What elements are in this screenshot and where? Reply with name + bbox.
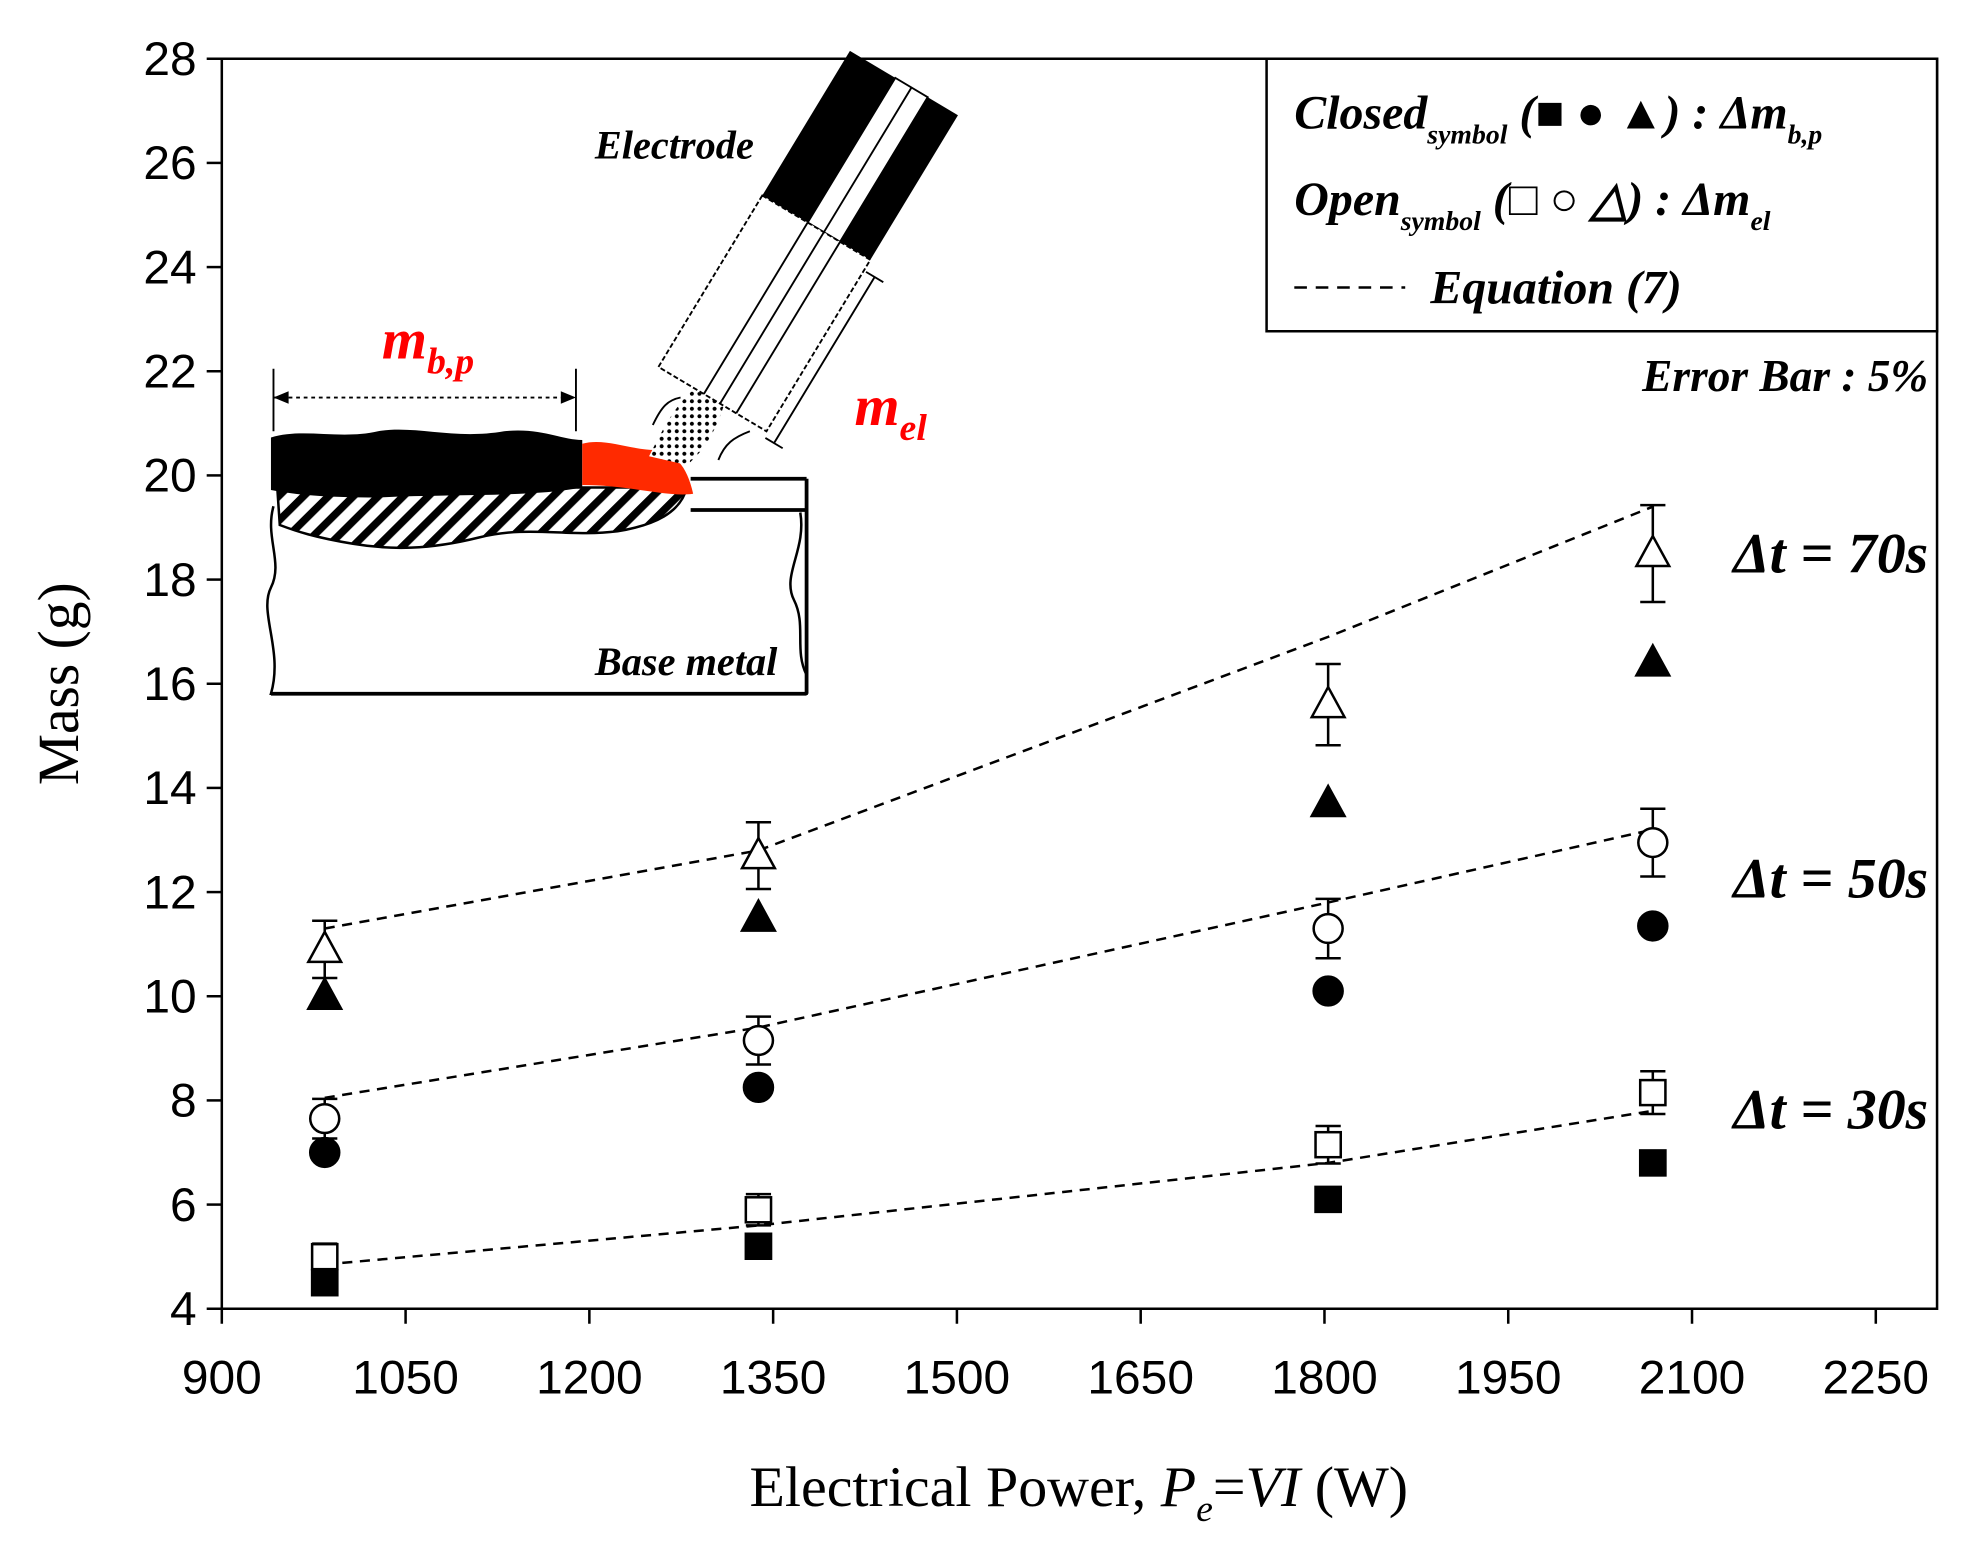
marker	[1314, 1185, 1343, 1214]
equation-line	[324, 1109, 1654, 1266]
annotation: Error Bar : 5%	[1641, 351, 1928, 401]
marker	[739, 898, 777, 932]
y-tick-label: 22	[143, 346, 196, 399]
x-tick-label: 1650	[1087, 1352, 1194, 1405]
legend-entry: Closedsymbol (■ ● ▲) : Δmb,p	[1294, 88, 1822, 150]
annotation: Δt = 70s	[1731, 523, 1928, 586]
x-tick-label: 900	[182, 1352, 262, 1405]
marker	[1638, 1078, 1667, 1107]
legend-entry: Equation (7)	[1429, 263, 1681, 315]
equation-line	[324, 828, 1654, 1100]
y-tick-label: 6	[170, 1179, 197, 1232]
y-axis-label: Mass (g)	[28, 582, 91, 785]
inset-label: mb,p	[382, 309, 474, 383]
marker	[744, 1232, 773, 1260]
x-tick-label: 1800	[1271, 1352, 1378, 1405]
x-axis-label: Electrical Power, Pe=VI (W)	[749, 1456, 1408, 1530]
marker	[308, 1136, 341, 1169]
marker	[306, 929, 344, 964]
y-tick-label: 12	[143, 867, 196, 920]
y-tick-label: 14	[143, 762, 196, 815]
legend-entry: Opensymbol (□ ○ △) : Δmel	[1294, 174, 1770, 236]
equation-line	[324, 505, 1654, 930]
marker	[310, 1242, 339, 1271]
y-tick-label: 16	[143, 658, 196, 711]
y-tick-label: 28	[143, 33, 196, 86]
legend: Closedsymbol (■ ● ▲) : Δmb,p Opensymbol …	[1265, 57, 1939, 333]
marker	[742, 1024, 775, 1057]
y-tick-label: 8	[170, 1075, 197, 1128]
inset-label: mel	[854, 375, 927, 449]
inset-label: Base metal	[594, 639, 778, 684]
y-tick-label: 26	[143, 137, 196, 190]
y-tick-label: 4	[170, 1283, 197, 1336]
y-tick-label: 24	[143, 242, 196, 295]
y-tick-label: 18	[143, 554, 196, 607]
marker	[1637, 826, 1669, 859]
annotation: Δt = 30s	[1731, 1079, 1928, 1142]
marker	[739, 835, 777, 870]
marker	[1312, 912, 1344, 945]
marker	[1634, 533, 1672, 568]
marker	[1309, 684, 1347, 719]
marker	[1634, 642, 1672, 677]
x-tick-label: 1500	[904, 1352, 1011, 1405]
annotation: Δt = 50s	[1731, 848, 1928, 911]
marker	[742, 1071, 775, 1104]
marker	[1638, 1149, 1667, 1177]
x-tick-label: 1050	[352, 1352, 459, 1405]
x-tick-label: 1200	[536, 1352, 643, 1405]
y-tick-label: 10	[143, 971, 196, 1024]
marker	[1312, 975, 1344, 1007]
marker	[1314, 1130, 1343, 1159]
x-tick-label: 1350	[720, 1352, 827, 1405]
marker	[306, 976, 344, 1010]
marker	[1309, 783, 1347, 818]
inset-label: Electrode	[594, 123, 754, 168]
inset-diagram: Electrode Base metal mb,p mel	[266, 50, 958, 696]
x-tick-label: 2250	[1823, 1352, 1930, 1405]
marker	[310, 1268, 339, 1297]
marker	[1637, 910, 1669, 942]
marker	[744, 1196, 773, 1224]
x-tick-label: 1950	[1455, 1352, 1562, 1405]
y-tick-label: 20	[143, 450, 196, 503]
x-tick-label: 2100	[1639, 1352, 1746, 1405]
marker	[308, 1103, 341, 1135]
